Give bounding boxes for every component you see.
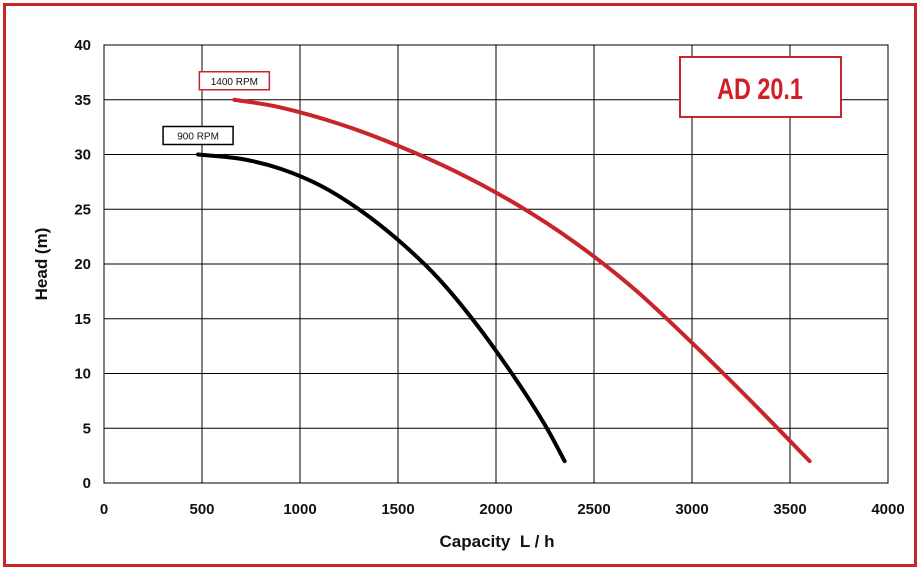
y-tick-label: 25 — [74, 201, 91, 218]
series-lines — [196, 97, 812, 464]
y-tick-labels: 0 5 10 15 20 25 30 35 40 — [74, 37, 91, 492]
model-badge-text: AD 20.1 — [717, 72, 803, 105]
x-axis-label: Capacity L / h — [440, 532, 555, 551]
model-badge-box — [679, 56, 842, 118]
y-tick-label: 20 — [74, 256, 91, 273]
y-tick-label: 40 — [74, 37, 91, 54]
y-tick-label: 0 — [83, 475, 91, 492]
x-tick-label: 3500 — [773, 501, 806, 518]
x-tick-label: 0 — [100, 501, 108, 518]
y-tick-label: 30 — [74, 147, 91, 164]
x-tick-labels: 0 500 1000 1500 2000 2500 3000 3500 4000 — [100, 501, 905, 518]
x-tick-label: 4000 — [871, 501, 904, 518]
x-tick-label: 2500 — [577, 501, 610, 518]
plot-area-border — [103, 44, 889, 484]
series-label-0: 1400 RPM — [198, 71, 271, 91]
series-line-0 — [232, 97, 812, 464]
series-labels: 1400 RPM 900 RPM — [162, 71, 271, 146]
model-badge: AD 20.1 — [679, 56, 842, 118]
x-tick-label: 500 — [189, 501, 214, 518]
y-axis-label: Head (m) — [32, 228, 51, 301]
y-tick-label: 35 — [74, 92, 91, 109]
x-tick-label: 2000 — [479, 501, 512, 518]
series-label-box — [162, 125, 234, 146]
x-tick-label: 1500 — [381, 501, 414, 518]
y-tick-label: 15 — [74, 311, 91, 328]
series-line-1 — [196, 152, 567, 464]
y-tick-label: 10 — [74, 366, 91, 383]
x-tick-label: 3000 — [675, 501, 708, 518]
chart-frame — [3, 3, 917, 567]
series-label-text: 900 RPM — [177, 132, 219, 143]
series-label-1: 900 RPM — [162, 125, 234, 146]
x-tick-label: 1000 — [283, 501, 316, 518]
series-label-box — [198, 71, 271, 91]
y-tick-label: 5 — [83, 420, 91, 437]
series-label-text: 1400 RPM — [211, 77, 258, 88]
